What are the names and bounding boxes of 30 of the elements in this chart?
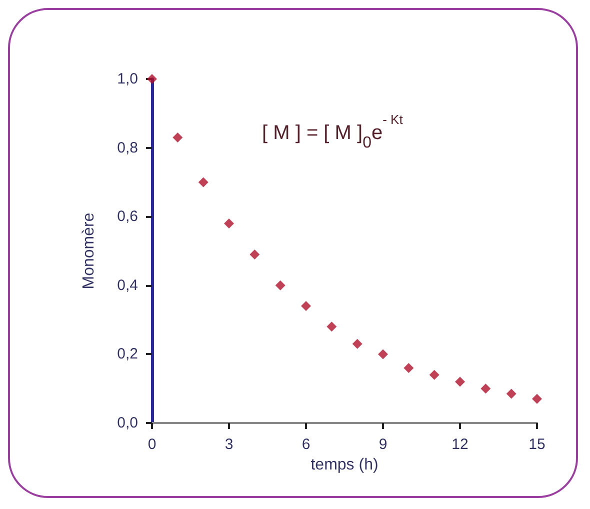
- x-axis-title: temps (h): [310, 456, 378, 474]
- x-tick-label: 0: [148, 436, 156, 453]
- point: [506, 388, 516, 399]
- x-tick-label: 9: [378, 436, 388, 453]
- x-tick-label: 3: [224, 436, 234, 453]
- point: [532, 394, 542, 404]
- point: [326, 322, 337, 332]
- point: [480, 384, 491, 394]
- point: [224, 218, 234, 228]
- y-tick-label: 0,4: [117, 276, 138, 294]
- x-tick-label: 15: [528, 436, 546, 453]
- point: [250, 249, 260, 260]
- x-tick-label: 12: [452, 436, 468, 453]
- y-tick-label: 0,2: [117, 346, 138, 363]
- point: [301, 301, 311, 312]
- point: [198, 177, 208, 188]
- y-tick-label: 0,8: [117, 139, 138, 156]
- point: [429, 370, 440, 380]
- point: [147, 74, 157, 84]
- y-axis-title: Monomère: [80, 212, 98, 290]
- point: [378, 349, 388, 360]
- point: [455, 376, 465, 387]
- y-tick-label: 1,0: [117, 70, 138, 88]
- y-tick-label: 0,6: [117, 208, 138, 226]
- point: [352, 338, 362, 349]
- point: [404, 362, 414, 373]
- y-tick-label: 0,0: [117, 414, 138, 432]
- x-tick-label: 6: [302, 436, 310, 453]
- point: [275, 280, 286, 290]
- point: [172, 132, 183, 142]
